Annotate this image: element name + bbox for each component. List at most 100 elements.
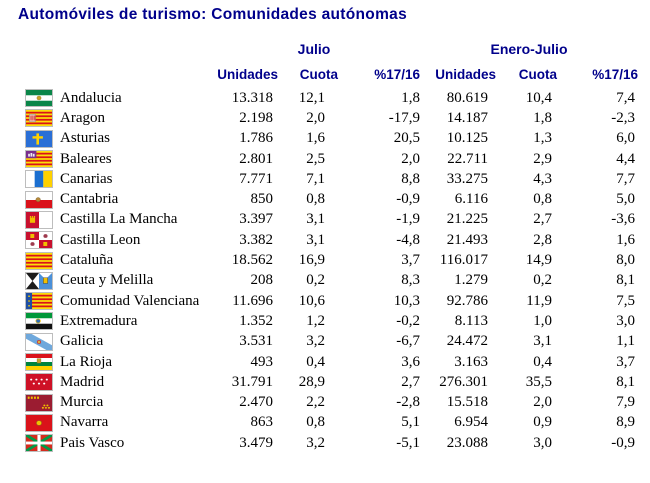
julio-cuota-cell: 1,6 bbox=[306, 130, 325, 147]
enero-julio-unidades-cell: 21.225 bbox=[446, 211, 488, 228]
enero-julio-cuota-cell: 1,0 bbox=[533, 312, 552, 329]
region-name: Navarra bbox=[60, 414, 109, 431]
group-header-julio: Julio bbox=[297, 41, 331, 57]
table-row: Navarra 863 0,8 5,1 6.954 0,9 8,9 bbox=[25, 413, 638, 433]
julio-cuota-cell: 2,0 bbox=[306, 109, 325, 126]
julio-cuota-cell: 3,2 bbox=[306, 333, 325, 350]
region-name: Galicia bbox=[60, 333, 104, 350]
enero-julio-pct-cell: 7,4 bbox=[616, 89, 635, 106]
header-spacer bbox=[25, 62, 208, 88]
ceuta-y-melilla-flag bbox=[25, 271, 53, 290]
enero-julio-cuota-cell: 0,8 bbox=[533, 191, 552, 208]
enero-julio-cuota-cell: 0,9 bbox=[533, 414, 552, 431]
enero-julio-unidades-cell: 21.493 bbox=[446, 231, 488, 248]
table-row: Castilla Leon 3.382 3,1 -4,8 21.493 2,8 … bbox=[25, 230, 638, 250]
enero-julio-unidades-cell: 8.113 bbox=[454, 312, 488, 329]
region-name: Asturias bbox=[60, 130, 110, 147]
julio-cuota-cell: 0,4 bbox=[306, 353, 325, 370]
enero-julio-cuota-cell: 3,0 bbox=[533, 434, 552, 451]
julio-pct-cell: 2,7 bbox=[401, 373, 420, 390]
enero-julio-unidades-cell: 1.279 bbox=[454, 272, 488, 289]
julio-cuota-cell: 7,1 bbox=[306, 170, 325, 187]
region-name: Murcia bbox=[60, 394, 104, 411]
enero-julio-pct-cell: -3,6 bbox=[611, 211, 635, 228]
cantabria-flag bbox=[25, 190, 53, 209]
julio-unidades-cell: 18.562 bbox=[231, 252, 273, 269]
enero-julio-pct-cell: 1,1 bbox=[616, 333, 635, 350]
region-name: Ceuta y Melilla bbox=[60, 272, 154, 289]
region-name: La Rioja bbox=[60, 353, 113, 370]
julio-unidades-cell: 1.786 bbox=[239, 130, 273, 147]
navarra-flag bbox=[25, 413, 53, 432]
table-row: Madrid 31.791 28,9 2,7 276.301 35,5 8,1 bbox=[25, 372, 638, 392]
table-row: Baleares 2.801 2,5 2,0 22.711 2,9 4,4 bbox=[25, 149, 638, 169]
andalucia-flag bbox=[25, 89, 53, 108]
julio-pct-cell: -17,9 bbox=[388, 109, 420, 126]
julio-unidades-cell: 863 bbox=[250, 414, 274, 431]
table-row: Cantabria 850 0,8 -0,9 6.116 0,8 5,0 bbox=[25, 189, 638, 209]
aragon-flag bbox=[25, 109, 53, 128]
region-name: Canarias bbox=[60, 170, 113, 187]
enero-julio-pct-cell: 4,4 bbox=[616, 150, 635, 167]
table-row: Castilla La Mancha 3.397 3,1 -1,9 21.225… bbox=[25, 210, 638, 230]
enero-julio-pct-cell: 7,9 bbox=[616, 394, 635, 411]
col-header-julio-unidades: Unidades bbox=[217, 67, 278, 83]
julio-unidades-cell: 11.696 bbox=[232, 292, 273, 309]
julio-cuota-cell: 12,1 bbox=[298, 89, 325, 106]
table-row: Ceuta y Melilla 208 0,2 8,3 1.279 0,2 8,… bbox=[25, 271, 638, 291]
julio-unidades-cell: 7.771 bbox=[239, 170, 273, 187]
table-body: Andalucia 13.318 12,1 1,8 80.619 10,4 7,… bbox=[25, 88, 638, 453]
enero-julio-pct-cell: 7,5 bbox=[616, 292, 635, 309]
julio-cuota-cell: 1,2 bbox=[306, 312, 325, 329]
pais-vasco-flag bbox=[25, 434, 53, 453]
julio-unidades-cell: 2.198 bbox=[239, 109, 273, 126]
julio-cuota-cell: 10,6 bbox=[298, 292, 325, 309]
julio-pct-cell: -0,9 bbox=[396, 191, 420, 208]
region-name: Castilla La Mancha bbox=[60, 211, 178, 228]
enero-julio-unidades-cell: 15.518 bbox=[446, 394, 488, 411]
region-name: Baleares bbox=[60, 150, 112, 167]
la-rioja-flag bbox=[25, 353, 53, 371]
enero-julio-cuota-cell: 4,3 bbox=[533, 170, 552, 187]
julio-pct-cell: 5,1 bbox=[401, 414, 420, 431]
julio-unidades-cell: 31.791 bbox=[231, 373, 273, 390]
julio-cuota-cell: 28,9 bbox=[298, 373, 325, 390]
enero-julio-cuota-cell: 10,4 bbox=[525, 89, 552, 106]
region-name: Aragon bbox=[60, 109, 105, 126]
region-name: Pais Vasco bbox=[60, 434, 125, 451]
julio-unidades-cell: 1.352 bbox=[239, 312, 273, 329]
canarias-flag bbox=[25, 170, 53, 189]
julio-pct-cell: -4,8 bbox=[396, 231, 420, 248]
enero-julio-pct-cell: 8,1 bbox=[616, 373, 635, 390]
enero-julio-unidades-cell: 14.187 bbox=[446, 109, 488, 126]
table-row: Andalucia 13.318 12,1 1,8 80.619 10,4 7,… bbox=[25, 88, 638, 108]
madrid-flag bbox=[25, 373, 53, 392]
enero-julio-pct-cell: -2,3 bbox=[611, 109, 635, 126]
region-name: Cantabria bbox=[60, 191, 119, 208]
region-name: Cataluña bbox=[60, 252, 114, 269]
enero-julio-cuota-cell: 11,9 bbox=[526, 292, 552, 309]
enero-julio-cuota-cell: 1,8 bbox=[533, 109, 552, 126]
region-name: Madrid bbox=[60, 373, 105, 390]
murcia-flag bbox=[25, 393, 53, 412]
col-header-julio-pct: %17/16 bbox=[374, 67, 420, 83]
julio-pct-cell: -0,2 bbox=[396, 312, 420, 329]
enero-julio-pct-cell: 5,0 bbox=[616, 191, 635, 208]
enero-julio-cuota-cell: 2,0 bbox=[533, 394, 552, 411]
enero-julio-pct-cell: 3,0 bbox=[616, 312, 635, 329]
enero-julio-pct-cell: 6,0 bbox=[616, 130, 635, 147]
julio-cuota-cell: 2,5 bbox=[306, 150, 325, 167]
castilla-leon-flag bbox=[25, 231, 53, 250]
regions-table: Julio Enero-Julio Unidades Cuota %17/16 … bbox=[25, 36, 638, 453]
julio-pct-cell: 2,0 bbox=[401, 150, 420, 167]
enero-julio-unidades-cell: 6.116 bbox=[454, 191, 488, 208]
col-header-enero-julio-cuota: Cuota bbox=[518, 67, 557, 83]
julio-cuota-cell: 2,2 bbox=[306, 394, 325, 411]
julio-unidades-cell: 2.801 bbox=[239, 150, 273, 167]
baleares-flag bbox=[25, 150, 53, 169]
enero-julio-pct-cell: 8,9 bbox=[616, 414, 635, 431]
table-row: Comunidad Valenciana 11.696 10,6 10,3 92… bbox=[25, 291, 638, 311]
table-row: Aragon 2.198 2,0 -17,9 14.187 1,8 -2,3 bbox=[25, 108, 638, 128]
enero-julio-pct-cell: 1,6 bbox=[616, 231, 635, 248]
